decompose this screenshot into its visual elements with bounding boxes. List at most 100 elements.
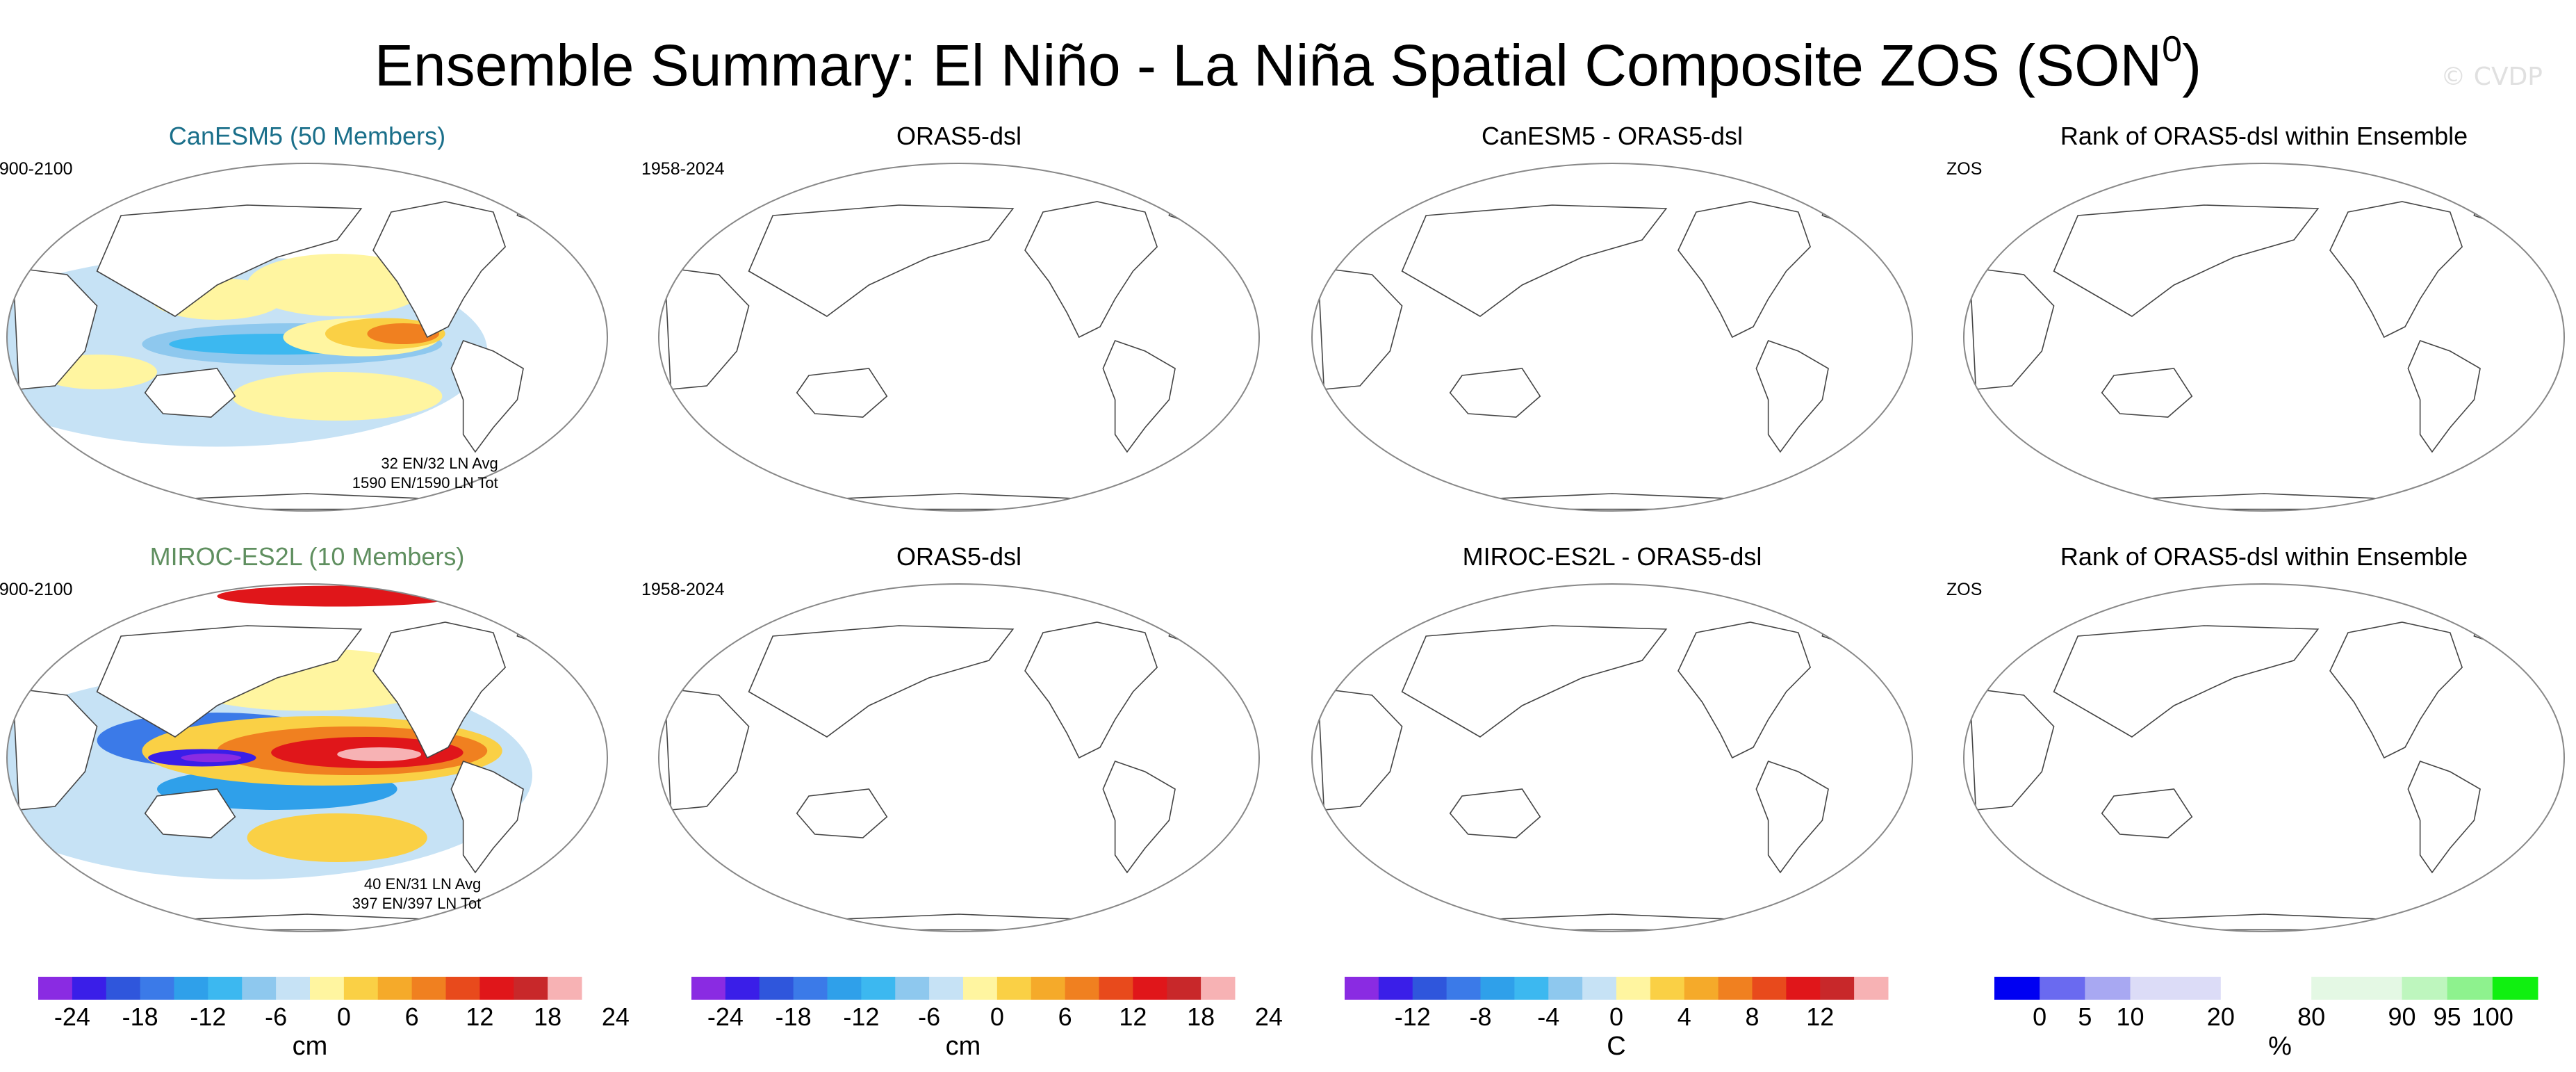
panel-title-6: ORAS5-dsl <box>896 542 1022 571</box>
colorbar-unit-label: % <box>2268 1032 2292 1061</box>
colorbar-swatch <box>310 977 345 1000</box>
colorbar-swatch <box>2402 977 2448 1000</box>
coastline-australia <box>796 368 888 418</box>
colorbar-swatch <box>861 977 896 1000</box>
coastline-australia <box>1449 788 1541 838</box>
colorbar-swatch <box>1994 977 2040 1000</box>
colorbar-tick-label: 12 <box>1806 1002 1835 1031</box>
colorbar-tick-label: 18 <box>1187 1002 1215 1031</box>
map-border <box>1311 583 1913 932</box>
watermark: © CVDP <box>2440 63 2543 91</box>
colorbar-unit-label: cm <box>292 1032 328 1061</box>
colorbar-tick-label: 6 <box>1058 1002 1072 1031</box>
field-4 <box>1969 187 2535 510</box>
colorbar-3 <box>1345 977 1889 1000</box>
panel-title-2: ORAS5-dsl <box>896 122 1022 150</box>
coastline-south-america <box>450 761 524 874</box>
colorbar-swatch <box>895 977 930 1000</box>
colorbar-tick-label: -6 <box>918 1002 941 1031</box>
colorbar-tick-label: -18 <box>122 1002 158 1031</box>
colorbar-swatch <box>793 977 828 1000</box>
colorbar-tick-label: 20 <box>2206 1002 2235 1031</box>
colorbar-swatch <box>929 977 964 1000</box>
colorbar-swatch <box>276 977 311 1000</box>
colorbar-swatch <box>691 977 726 1000</box>
panel-title-3: CanESM5 - ORAS5-dsl <box>1481 122 1744 150</box>
map-border <box>658 163 1260 512</box>
colorbar-tick-label: 12 <box>1119 1002 1147 1031</box>
colorbar-swatch <box>1650 977 1685 1000</box>
colorbar-swatch <box>1412 977 1447 1000</box>
colorbar-tick-label: 95 <box>2433 1002 2461 1031</box>
colorbar-tick-label: 90 <box>2388 1002 2416 1031</box>
colorbar-swatch <box>2492 977 2538 1000</box>
coastline-eurasia <box>1401 625 1668 738</box>
map-panel-6 <box>658 583 1260 932</box>
colorbar-unit-label: cm <box>945 1032 981 1061</box>
coastline-eurasia <box>1401 204 1668 317</box>
coastline-australia <box>2101 788 2193 838</box>
colorbar-swatch <box>1345 977 1379 1000</box>
colorbar-swatch <box>548 977 582 1000</box>
field-1 <box>7 187 578 510</box>
figure-title-superscript: 0 <box>2162 29 2183 70</box>
colorbar-tick-label: 5 <box>2078 1002 2092 1031</box>
coastline-north-america <box>1024 622 1158 759</box>
colorbar-swatch <box>38 977 73 1000</box>
colorbar-swatch <box>1031 977 1066 1000</box>
panel-event-count-1: 32 EN/32 LN Avg 1590 EN/1590 LN Tot <box>352 454 498 493</box>
panel-title-8: Rank of ORAS5-dsl within Ensemble <box>2060 542 2468 571</box>
figure-title: Ensemble Summary: El Niño - La Niña Spat… <box>0 15 2576 104</box>
colorbar-swatch <box>1099 977 1133 1000</box>
panel-period-4: ZOS <box>1946 159 1983 179</box>
colorbar-swatch <box>1167 977 1201 1000</box>
coastline-australia <box>144 368 236 418</box>
colorbar-swatch <box>2040 977 2085 1000</box>
coastline-north-america <box>372 201 507 339</box>
colorbar-swatch <box>479 977 514 1000</box>
colorbar-4 <box>1994 977 2538 1000</box>
coastline-australia <box>144 788 236 838</box>
panel-title-4: Rank of ORAS5-dsl within Ensemble <box>2060 122 2468 150</box>
map-border <box>1963 163 2565 512</box>
coastline-north-america <box>2329 622 2463 759</box>
colorbar-tick-label: 18 <box>534 1002 562 1031</box>
colorbar-swatch <box>2175 977 2222 1000</box>
map-border <box>1311 163 1913 512</box>
panel-period-5: 1900-2100 <box>0 580 73 599</box>
panel-title-7: MIROC-ES2L - ORAS5-dsl <box>1462 542 1762 571</box>
colorbar-swatch <box>1616 977 1651 1000</box>
colorbar-swatch <box>1480 977 1515 1000</box>
colorbar-swatch <box>1684 977 1719 1000</box>
coastline-eurasia <box>2053 204 2320 317</box>
colorbar-swatch <box>1378 977 1413 1000</box>
colorbar-swatch <box>208 977 243 1000</box>
panel-title-1: CanESM5 (50 Members) <box>168 122 446 150</box>
coastline-south-america <box>1102 761 1176 874</box>
colorbar-tick-label: -8 <box>1469 1002 1492 1031</box>
field-contour-3 <box>247 813 427 862</box>
figure-title-suffix: ) <box>2182 33 2202 98</box>
colorbar-tick-label: 24 <box>601 1002 630 1031</box>
colorbar-swatch <box>2311 977 2357 1000</box>
colorbar-tick-label: -24 <box>707 1002 744 1031</box>
panel-event-count-5: 40 EN/31 LN Avg 397 EN/397 LN Tot <box>352 875 482 913</box>
colorbar-swatch <box>72 977 107 1000</box>
colorbar-swatch <box>759 977 794 1000</box>
colorbar-tick-label: -12 <box>843 1002 880 1031</box>
colorbar-swatch <box>1201 977 1236 1000</box>
colorbar-swatch <box>1718 977 1753 1000</box>
event-total-text: 1590 EN/1590 LN Tot <box>352 474 498 492</box>
colorbar-1 <box>38 977 582 1000</box>
map-panel-1 <box>6 163 608 512</box>
colorbar-swatch <box>2356 977 2402 1000</box>
colorbar-tick-label: 24 <box>1254 1002 1283 1031</box>
colorbar-swatch <box>1514 977 1549 1000</box>
coastline-australia <box>796 788 888 838</box>
field-contour-11 <box>181 753 241 763</box>
coastline-south-america <box>1102 340 1176 453</box>
colorbar-swatch <box>996 977 1032 1000</box>
coastline-south-america <box>2407 340 2481 453</box>
colorbar-swatch <box>2085 977 2131 1000</box>
